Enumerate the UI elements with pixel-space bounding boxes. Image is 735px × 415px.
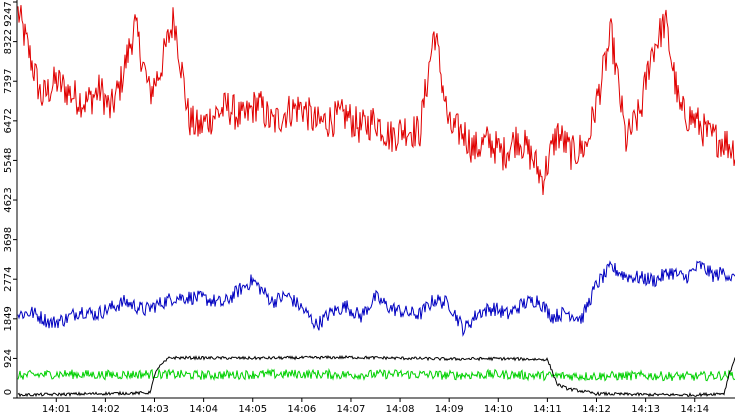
y-tick-label: 0 <box>3 389 14 395</box>
x-tick-label: 14:07 <box>337 404 366 415</box>
series-line-3 <box>17 354 735 398</box>
x-tick-label: 14:08 <box>386 404 415 415</box>
y-tick-label: 5548 <box>3 148 14 173</box>
x-tick-label: 14:03 <box>140 404 169 415</box>
x-tick-label: 14:02 <box>91 404 120 415</box>
y-tick-label: 4623 <box>3 187 14 212</box>
y-tick-label: 3698 <box>3 227 14 252</box>
series-line-0 <box>17 5 735 196</box>
x-tick-label: 14:05 <box>238 404 267 415</box>
y-tick-label: 924 <box>3 349 14 368</box>
x-axis-ticks: 14:01 14:02 14:03 14:04 14:05 14:06 14:07 14:08… <box>42 398 709 415</box>
x-tick-label: 14:09 <box>435 404 464 415</box>
x-tick-label: 14:06 <box>287 404 316 415</box>
x-tick-label: 14:14 <box>680 404 709 415</box>
x-tick-label: 14:12 <box>582 404 611 415</box>
x-tick-label: 14:13 <box>631 404 660 415</box>
series-line-1 <box>17 260 735 337</box>
y-tick-label: 1849 <box>3 306 14 331</box>
y-tick-label: 2774 <box>3 266 14 291</box>
x-tick-label: 14:10 <box>484 404 513 415</box>
y-axis-ticks: 0 924 1849 2774 3698 4623 5548 6472 7397 8322 9247 <box>3 1 17 399</box>
y-tick-label: 9247 <box>3 1 14 26</box>
y-tick-label: 7397 <box>3 68 14 93</box>
series-line-2 <box>17 367 735 382</box>
plot-area <box>17 5 735 398</box>
x-tick-label: 14:04 <box>189 404 218 415</box>
y-tick-label: 6472 <box>3 108 14 133</box>
y-tick-label: 8322 <box>3 29 14 54</box>
x-tick-label: 14:11 <box>533 404 562 415</box>
x-tick-label: 14:01 <box>42 404 71 415</box>
